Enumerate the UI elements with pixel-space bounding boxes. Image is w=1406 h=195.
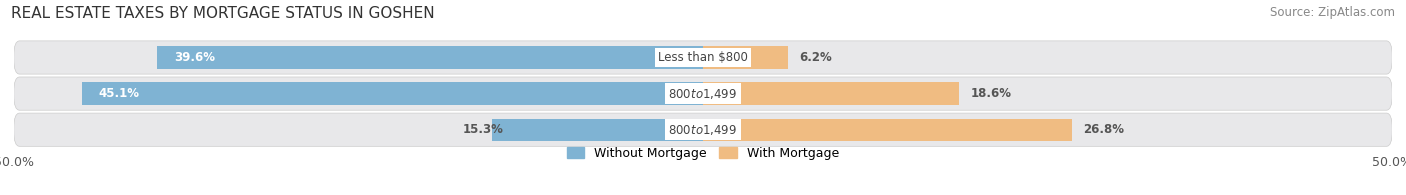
FancyBboxPatch shape <box>14 113 1392 146</box>
Text: 26.8%: 26.8% <box>1083 123 1125 136</box>
Bar <box>157 46 703 69</box>
Bar <box>82 82 703 105</box>
Bar <box>703 119 1073 141</box>
Text: 15.3%: 15.3% <box>463 123 503 136</box>
Text: Less than $800: Less than $800 <box>658 51 748 64</box>
Text: 18.6%: 18.6% <box>970 87 1011 100</box>
Legend: Without Mortgage, With Mortgage: Without Mortgage, With Mortgage <box>567 147 839 160</box>
Text: 45.1%: 45.1% <box>98 87 139 100</box>
Text: $800 to $1,499: $800 to $1,499 <box>668 123 738 137</box>
FancyBboxPatch shape <box>14 41 1392 74</box>
Bar <box>703 46 789 69</box>
Text: 39.6%: 39.6% <box>174 51 215 64</box>
Text: REAL ESTATE TAXES BY MORTGAGE STATUS IN GOSHEN: REAL ESTATE TAXES BY MORTGAGE STATUS IN … <box>11 6 434 21</box>
Text: 6.2%: 6.2% <box>800 51 832 64</box>
Text: $800 to $1,499: $800 to $1,499 <box>668 87 738 101</box>
Bar <box>492 119 703 141</box>
Text: Source: ZipAtlas.com: Source: ZipAtlas.com <box>1270 6 1395 19</box>
Bar <box>703 82 959 105</box>
FancyBboxPatch shape <box>14 77 1392 110</box>
